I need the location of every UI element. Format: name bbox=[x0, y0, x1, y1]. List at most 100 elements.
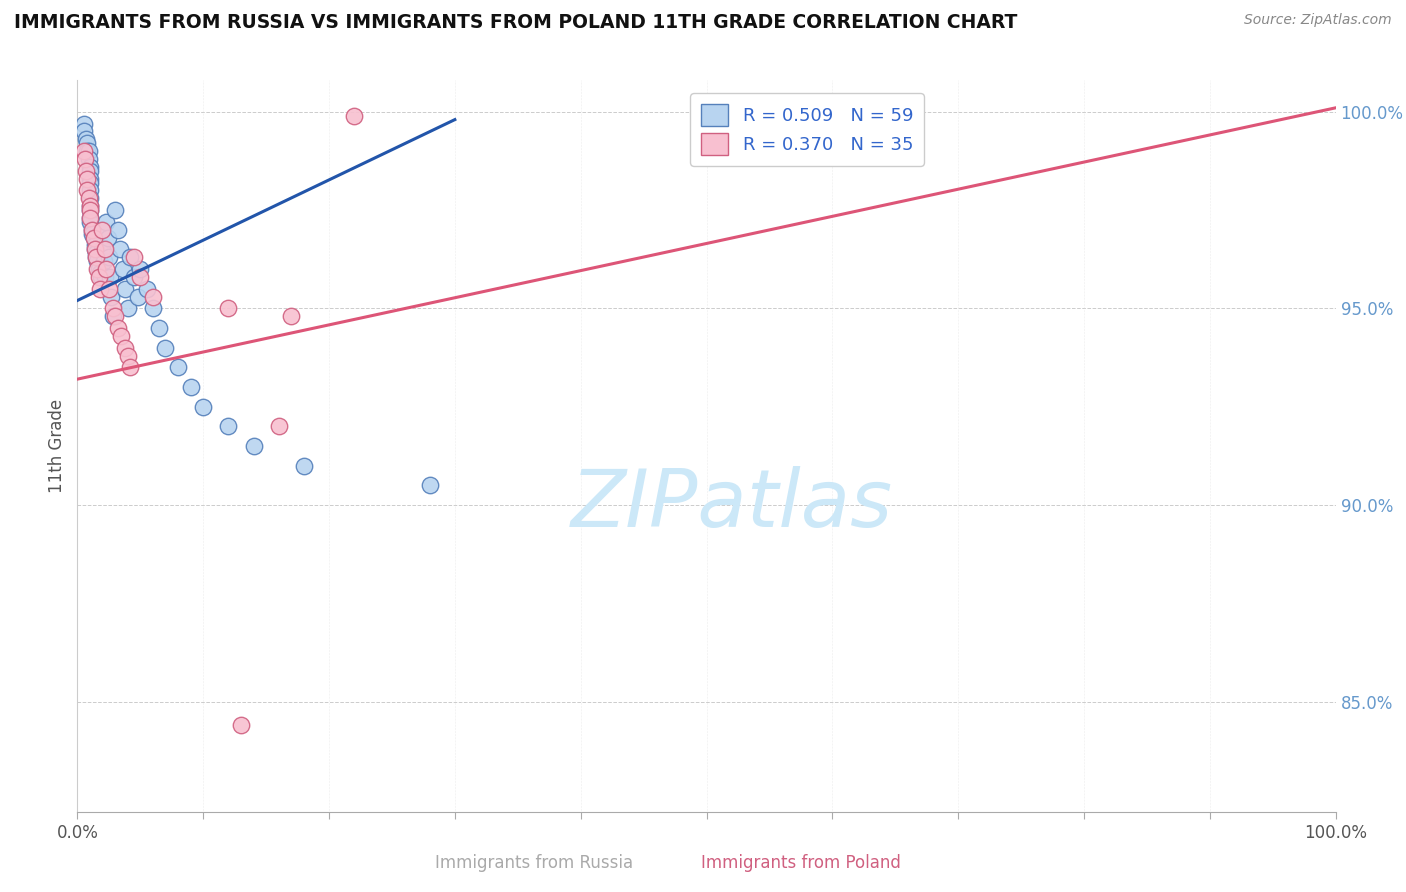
Point bbox=[107, 223, 129, 237]
Point bbox=[79, 211, 101, 225]
Point bbox=[127, 289, 149, 303]
Point bbox=[72, 124, 94, 138]
Point bbox=[77, 191, 100, 205]
Point bbox=[73, 152, 96, 166]
Point bbox=[104, 310, 127, 324]
Point bbox=[129, 262, 152, 277]
Point bbox=[91, 223, 114, 237]
Point bbox=[93, 254, 115, 268]
Point bbox=[83, 230, 105, 244]
Point bbox=[217, 301, 239, 316]
Point bbox=[104, 202, 127, 217]
Point bbox=[111, 262, 134, 277]
Point bbox=[84, 246, 107, 260]
Point bbox=[87, 262, 110, 277]
Point bbox=[87, 269, 110, 284]
Point bbox=[79, 183, 101, 197]
Point bbox=[100, 289, 122, 303]
Point bbox=[84, 238, 107, 252]
Point bbox=[96, 230, 118, 244]
Point bbox=[97, 282, 120, 296]
Text: Source: ZipAtlas.com: Source: ZipAtlas.com bbox=[1244, 13, 1392, 28]
Point bbox=[129, 269, 152, 284]
Point bbox=[97, 250, 120, 264]
Point bbox=[79, 160, 101, 174]
Point bbox=[280, 310, 302, 324]
Point bbox=[229, 718, 252, 732]
Point bbox=[89, 266, 111, 280]
Point bbox=[79, 191, 101, 205]
Point bbox=[122, 250, 145, 264]
Point bbox=[79, 202, 101, 217]
Point bbox=[72, 116, 94, 130]
Y-axis label: 11th Grade: 11th Grade bbox=[48, 399, 66, 493]
Point bbox=[84, 250, 107, 264]
Point bbox=[90, 269, 112, 284]
Point bbox=[91, 223, 114, 237]
Point bbox=[79, 211, 101, 225]
Point bbox=[148, 321, 170, 335]
Point bbox=[142, 289, 165, 303]
Point bbox=[98, 269, 121, 284]
Point bbox=[91, 243, 114, 257]
Text: Immigrants from Russia: Immigrants from Russia bbox=[436, 855, 633, 872]
Point bbox=[79, 176, 101, 190]
Text: ZIPatlas: ZIPatlas bbox=[571, 466, 893, 543]
Point bbox=[117, 301, 139, 316]
Point bbox=[76, 144, 98, 158]
Point bbox=[142, 301, 165, 316]
Point bbox=[114, 282, 136, 296]
Point bbox=[84, 243, 107, 257]
Point bbox=[75, 132, 97, 146]
Point bbox=[180, 380, 202, 394]
Legend: R = 0.509   N = 59, R = 0.370   N = 35: R = 0.509 N = 59, R = 0.370 N = 35 bbox=[690, 93, 924, 166]
Point bbox=[79, 199, 101, 213]
Point bbox=[155, 341, 177, 355]
Point bbox=[76, 183, 98, 197]
Point bbox=[79, 202, 101, 217]
Point bbox=[117, 349, 139, 363]
Text: Immigrants from Poland: Immigrants from Poland bbox=[702, 855, 901, 872]
Point bbox=[83, 230, 105, 244]
Point bbox=[76, 136, 98, 151]
Point bbox=[242, 439, 264, 453]
Point bbox=[96, 215, 118, 229]
Point bbox=[267, 419, 290, 434]
Point bbox=[84, 250, 107, 264]
Point bbox=[72, 144, 94, 158]
Point bbox=[82, 227, 104, 241]
Point bbox=[110, 329, 132, 343]
Point bbox=[217, 419, 239, 434]
Point bbox=[94, 243, 117, 257]
Point bbox=[343, 109, 366, 123]
Point bbox=[122, 269, 145, 284]
Point bbox=[101, 310, 124, 324]
Point bbox=[167, 360, 190, 375]
Point bbox=[94, 269, 117, 284]
Point bbox=[120, 250, 142, 264]
Point bbox=[292, 458, 315, 473]
Point bbox=[77, 152, 100, 166]
Point bbox=[79, 171, 101, 186]
Point bbox=[101, 301, 124, 316]
Point bbox=[191, 400, 215, 414]
Point bbox=[108, 243, 131, 257]
Text: IMMIGRANTS FROM RUSSIA VS IMMIGRANTS FROM POLAND 11TH GRADE CORRELATION CHART: IMMIGRANTS FROM RUSSIA VS IMMIGRANTS FRO… bbox=[14, 13, 1018, 32]
Point bbox=[89, 282, 111, 296]
Point bbox=[76, 171, 98, 186]
Point bbox=[86, 262, 108, 277]
Point bbox=[79, 215, 101, 229]
Point bbox=[79, 199, 101, 213]
Point bbox=[419, 478, 441, 492]
Point bbox=[82, 223, 104, 237]
Point bbox=[96, 262, 118, 277]
Point bbox=[82, 223, 104, 237]
Point bbox=[107, 321, 129, 335]
Point bbox=[114, 341, 136, 355]
Point bbox=[77, 144, 100, 158]
Point bbox=[75, 163, 97, 178]
Point bbox=[120, 360, 142, 375]
Point bbox=[79, 163, 101, 178]
Point bbox=[86, 254, 108, 268]
Point bbox=[135, 282, 157, 296]
